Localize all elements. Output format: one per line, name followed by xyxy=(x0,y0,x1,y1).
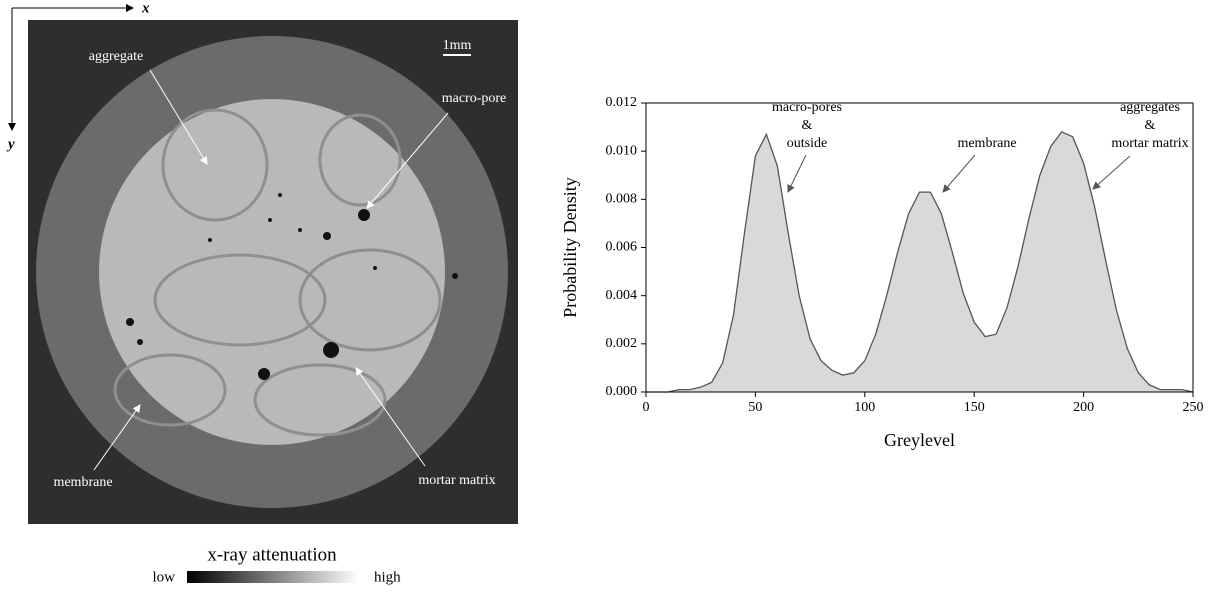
annotation: macro-pores xyxy=(772,100,842,115)
y-tick-label: 0.008 xyxy=(606,192,638,207)
annotation: & xyxy=(1145,118,1156,133)
annotation: mortar matrix xyxy=(1111,136,1188,151)
x-tick-label: 150 xyxy=(964,400,985,415)
y-tick-label: 0.010 xyxy=(606,143,638,158)
arrow xyxy=(366,112,449,209)
annotation-arrow xyxy=(1092,155,1131,190)
x-tick-label: 200 xyxy=(1073,400,1094,415)
image-label: macro-pore xyxy=(442,91,507,106)
colorbar-low: low xyxy=(153,569,176,585)
image-label: mortar matrix xyxy=(418,473,495,488)
arrow xyxy=(355,367,426,467)
x-tick-label: 250 xyxy=(1183,400,1204,415)
image-label: membrane xyxy=(53,475,112,490)
y-tick-label: 0.006 xyxy=(606,240,638,255)
colorbar-title: x-ray attenuation xyxy=(207,544,337,565)
colorbar-high: high xyxy=(374,569,401,585)
x-tick-label: 50 xyxy=(748,400,762,415)
y-tick-label: 0.012 xyxy=(606,95,638,110)
arrow xyxy=(93,404,141,471)
annotation: aggregates xyxy=(1120,100,1180,115)
axis-x-label: x xyxy=(141,0,150,16)
annotation-arrow xyxy=(942,154,976,193)
y-tick-label: 0.002 xyxy=(606,336,638,351)
ct-image xyxy=(28,20,518,524)
scale-bar-label: 1mm xyxy=(443,38,472,53)
colorbar xyxy=(187,571,359,583)
arrow xyxy=(149,69,208,165)
annotation: outside xyxy=(787,136,827,151)
line xyxy=(646,131,1194,393)
annotation: membrane xyxy=(957,136,1016,151)
axis-y-label: y xyxy=(6,136,15,152)
y-tick-label: 0.004 xyxy=(606,288,638,303)
annotation-arrow xyxy=(787,154,807,193)
image-label: aggregate xyxy=(89,49,143,64)
x-tick-label: 100 xyxy=(854,400,875,415)
annotation: & xyxy=(802,118,813,133)
x-tick-label: 0 xyxy=(643,400,650,415)
y-tick-label: 0.000 xyxy=(606,384,638,399)
area xyxy=(646,131,1193,392)
x-axis-title: Greylevel xyxy=(884,430,955,450)
y-axis-title: Probability Density xyxy=(560,177,580,318)
